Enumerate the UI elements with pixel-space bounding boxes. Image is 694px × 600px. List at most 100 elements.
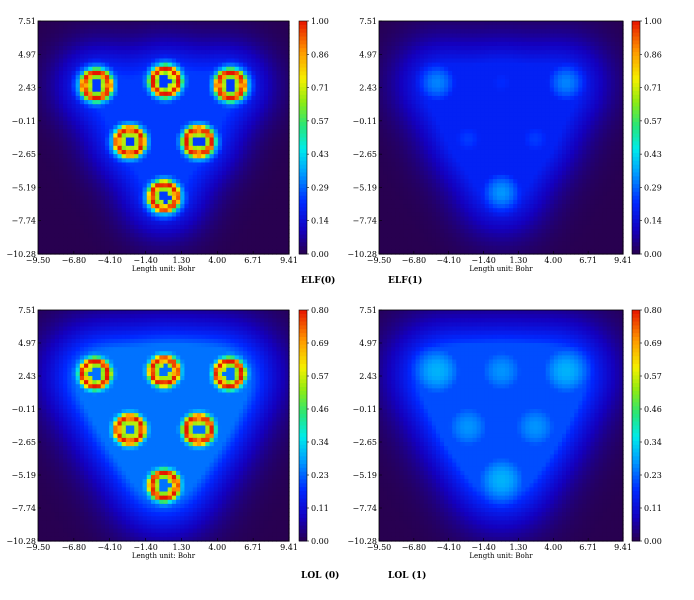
heatmap-cell: [238, 241, 244, 247]
heatmap-cell: [272, 91, 278, 97]
heatmap-cell: [521, 112, 526, 118]
heatmap-cell: [138, 129, 144, 134]
heatmap-cell: [553, 120, 559, 126]
heatmap-cell: [226, 162, 232, 168]
heatmap-cell: [84, 137, 89, 143]
heatmap-cell: [230, 100, 236, 105]
heatmap-cell: [146, 249, 152, 255]
heatmap-cell: [42, 137, 47, 143]
heatmap-cell: [541, 41, 547, 47]
heatmap-cell: [280, 170, 286, 176]
heatmap-cell: [230, 158, 236, 164]
heatmap-cell: [130, 229, 135, 234]
heatmap-cell: [226, 237, 232, 243]
heatmap-cell: [117, 212, 123, 218]
colorbar-tick-label: 0.71: [311, 84, 329, 93]
heatmap-cell: [399, 66, 404, 72]
heatmap-cell: [606, 62, 612, 68]
heatmap-cell: [213, 212, 219, 218]
heatmap-cell: [54, 66, 60, 72]
heatmap-cell: [509, 37, 514, 43]
heatmap-cell: [480, 45, 486, 51]
heatmap-cell: [537, 37, 543, 43]
heatmap-cell: [230, 79, 236, 85]
heatmap-cell: [263, 66, 269, 72]
heatmap-cell: [46, 129, 52, 134]
heatmap-cell: [54, 79, 60, 85]
heatmap-cell: [517, 116, 522, 122]
heatmap-cell: [155, 241, 160, 247]
heatmap-cell: [142, 58, 148, 64]
heatmap-cell: [553, 29, 559, 35]
heatmap-cell: [435, 21, 441, 26]
heatmap-cell: [109, 120, 114, 126]
heatmap-cell: [176, 204, 181, 209]
heatmap-cell: [46, 145, 52, 151]
heatmap-cell: [42, 112, 47, 118]
heatmap-cell: [163, 170, 169, 176]
heatmap-cell: [109, 249, 114, 255]
heatmap-cell: [117, 237, 123, 243]
heatmap-cell: [234, 191, 240, 197]
heatmap-cell: [84, 204, 89, 209]
heatmap-cell: [566, 45, 571, 51]
heatmap-cell: [213, 158, 219, 164]
heatmap-cell: [472, 41, 478, 47]
heatmap-cell: [113, 245, 119, 251]
heatmap-cell: [54, 174, 60, 180]
heatmap-cell: [280, 125, 286, 130]
heatmap-cell: [167, 191, 173, 197]
heatmap-cell: [192, 154, 198, 159]
heatmap-cell: [415, 120, 421, 126]
heatmap-cell: [263, 33, 269, 39]
heatmap-cell: [456, 58, 461, 64]
heatmap-cell: [104, 79, 110, 85]
heatmap-cell: [488, 25, 494, 30]
colorbar-segment: [299, 36, 307, 41]
heatmap-cell: [138, 83, 144, 89]
heatmap-cell: [517, 21, 522, 26]
heatmap-cell: [452, 116, 457, 122]
heatmap-cell: [138, 91, 144, 97]
heatmap-cell: [75, 21, 81, 26]
heatmap-cell: [247, 195, 252, 201]
heatmap-cell: [263, 149, 269, 155]
heatmap-cell: [125, 233, 131, 238]
heatmap-cell: [574, 87, 579, 93]
heatmap-cell: [391, 66, 396, 72]
heatmap-cell: [259, 58, 265, 64]
heatmap-cell: [280, 37, 286, 43]
heatmap-cell: [562, 95, 567, 101]
heatmap-cell: [201, 166, 206, 172]
heatmap-cell: [537, 116, 543, 122]
heatmap-cell: [444, 75, 449, 80]
heatmap-cell: [379, 95, 384, 101]
heatmap-cell: [582, 112, 587, 118]
heatmap-cell: [383, 37, 388, 43]
heatmap-cell: [54, 137, 60, 143]
heatmap-cell: [411, 83, 417, 89]
heatmap-cell: [403, 75, 409, 80]
heatmap-cell: [113, 108, 119, 114]
heatmap-cell: [196, 158, 202, 164]
heatmap-cell: [42, 191, 47, 197]
heatmap-cell: [423, 21, 429, 26]
heatmap-cell: [201, 21, 206, 26]
heatmap-cell: [71, 58, 77, 64]
heatmap-cell: [444, 29, 449, 35]
heatmap-cell: [46, 204, 52, 209]
heatmap-cell: [79, 108, 85, 114]
heatmap-cell: [517, 104, 522, 109]
heatmap-cell: [184, 233, 190, 238]
heatmap-cell: [142, 179, 148, 184]
heatmap-cell: [387, 83, 392, 89]
heatmap-cell: [201, 149, 206, 155]
heatmap-cell: [150, 33, 156, 39]
heatmap-cell: [230, 229, 236, 234]
heatmap-cell: [38, 220, 43, 226]
heatmap-cell: [234, 162, 240, 168]
heatmap-cell: [391, 50, 396, 55]
heatmap-cell: [196, 220, 202, 226]
heatmap-cell: [395, 33, 400, 39]
heatmap-cell: [159, 141, 165, 147]
